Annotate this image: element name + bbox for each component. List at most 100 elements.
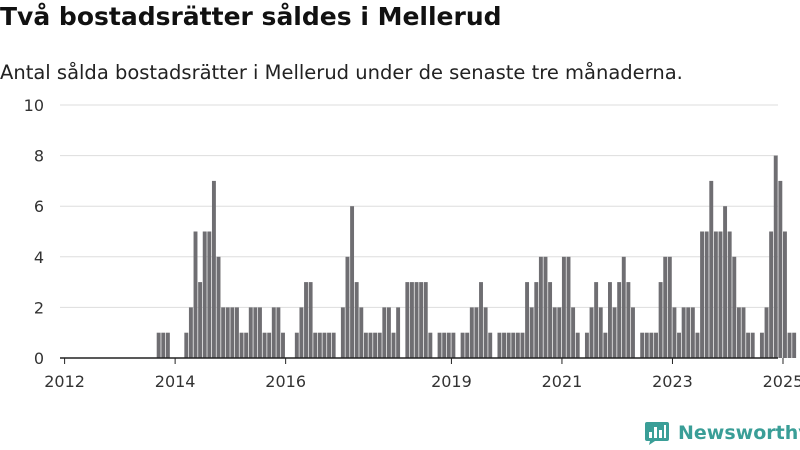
bar — [465, 332, 470, 358]
bar — [368, 332, 373, 358]
bar — [437, 332, 442, 358]
bar — [299, 307, 304, 358]
bar — [165, 332, 170, 358]
bar — [350, 206, 355, 358]
bar — [515, 332, 520, 358]
bar — [677, 332, 681, 358]
bar — [225, 307, 230, 358]
newsworthy-logo: Newsworthy — [644, 419, 800, 447]
bar — [281, 332, 285, 358]
bar — [548, 282, 553, 358]
bar — [442, 332, 447, 358]
bar — [782, 231, 787, 358]
bar — [446, 332, 451, 358]
bar — [451, 332, 456, 358]
bar — [681, 307, 686, 358]
bars — [156, 155, 797, 358]
bar — [690, 307, 695, 358]
bar — [506, 332, 511, 358]
bar — [234, 307, 239, 358]
bar — [502, 332, 506, 358]
bar — [520, 332, 525, 358]
bar — [345, 256, 350, 358]
bar — [511, 332, 516, 358]
bar — [732, 256, 737, 358]
bar — [538, 256, 543, 358]
bar — [230, 307, 235, 358]
x-tick-label: 2014 — [155, 372, 196, 391]
bar — [750, 332, 755, 358]
bar — [221, 307, 226, 358]
bar — [363, 332, 368, 358]
bar — [667, 256, 672, 358]
bar — [773, 155, 778, 358]
bar — [552, 307, 557, 358]
bar — [603, 332, 608, 358]
bar — [741, 307, 746, 358]
bar — [704, 231, 709, 358]
bar — [359, 307, 364, 358]
bar — [382, 307, 387, 358]
bar — [778, 180, 783, 358]
bar — [759, 332, 764, 358]
x-tick-label: 2016 — [265, 372, 306, 391]
bar — [276, 307, 281, 358]
bar — [686, 307, 691, 358]
y-tick-label: 2 — [34, 298, 44, 317]
bar — [727, 231, 732, 358]
bar — [216, 256, 221, 358]
bar — [267, 332, 272, 358]
x-tick-label: 2025 — [763, 372, 800, 391]
bar — [566, 256, 571, 358]
bar — [414, 282, 419, 358]
bar — [534, 282, 539, 358]
bar — [529, 307, 534, 358]
bar — [156, 332, 161, 358]
bar — [654, 332, 658, 358]
bar — [631, 307, 635, 358]
bar — [736, 307, 741, 358]
bar — [317, 332, 322, 358]
bar — [718, 231, 723, 358]
bar — [207, 231, 212, 358]
bar — [700, 231, 705, 358]
bar — [258, 307, 262, 358]
bar — [262, 332, 267, 358]
newsworthy-logo-icon — [645, 422, 669, 445]
x-tick-label: 2012 — [44, 372, 85, 391]
bar — [561, 256, 566, 358]
bar — [340, 307, 345, 358]
bar — [239, 332, 244, 358]
bar — [479, 282, 483, 358]
bar — [621, 256, 626, 358]
y-tick-label: 0 — [34, 349, 44, 368]
bar — [428, 332, 433, 358]
bar — [202, 231, 207, 358]
bar — [497, 332, 502, 358]
bar — [304, 282, 308, 358]
bar — [612, 307, 617, 358]
bar — [626, 282, 631, 358]
bar — [695, 332, 700, 358]
x-tick-labels: 2012 2014 2016 2019 2021 2023 2025 — [44, 358, 800, 391]
bar — [488, 332, 493, 358]
bar — [405, 282, 410, 358]
bar — [423, 282, 428, 358]
bar — [308, 282, 313, 358]
bar — [792, 332, 797, 358]
bar — [589, 307, 594, 358]
bar — [161, 332, 166, 358]
chart-title: Två bostadsrätter såldes i Mellerud — [0, 2, 502, 31]
bar — [331, 332, 336, 358]
bar — [713, 231, 718, 358]
x-tick-label: 2019 — [431, 372, 472, 391]
bar — [474, 307, 479, 358]
bar — [663, 256, 668, 358]
bar — [184, 332, 189, 358]
bar — [396, 307, 401, 358]
gridlines — [60, 104, 778, 308]
bar — [640, 332, 645, 358]
y-tick-label: 8 — [34, 147, 44, 166]
bar — [469, 307, 474, 358]
